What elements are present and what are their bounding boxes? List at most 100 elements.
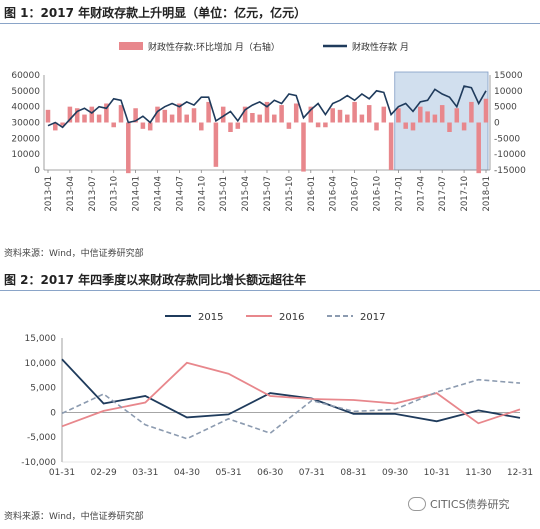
bar-mark bbox=[374, 122, 379, 131]
bar-mark bbox=[301, 122, 306, 172]
watermark-text: CITICS债券研究 bbox=[430, 498, 510, 511]
figure1-chart: 0100002000030000400005000060000-15000-10… bbox=[11, 41, 526, 212]
y-tick-label: -5,000 bbox=[27, 433, 56, 443]
x-tick-label: 2017-01 bbox=[394, 176, 404, 212]
bar-mark bbox=[206, 101, 211, 123]
x-tick-label: 2015-04 bbox=[241, 176, 251, 212]
x-tick-label: 2017-07 bbox=[438, 176, 448, 212]
bar-mark bbox=[388, 122, 394, 170]
series-line-2015 bbox=[61, 358, 521, 423]
bar-mark bbox=[381, 106, 387, 123]
bar-mark bbox=[345, 114, 350, 123]
x-tick-label: 2017-04 bbox=[416, 176, 426, 212]
bar-mark bbox=[147, 122, 153, 131]
right-tick-label: 15000 bbox=[494, 71, 523, 81]
wechat-icon bbox=[408, 497, 426, 511]
bar-mark bbox=[483, 98, 489, 123]
bar-mark bbox=[293, 103, 299, 123]
bar-mark bbox=[279, 105, 284, 123]
bar-mark bbox=[469, 101, 474, 123]
x-tick-label: 2015-07 bbox=[263, 176, 273, 212]
figure1-title: 图 1：2017 年财政存款上升明显（单位：亿元，亿元） bbox=[4, 6, 307, 20]
bar-mark bbox=[418, 106, 423, 123]
x-tick-label: 01-31 bbox=[49, 468, 75, 478]
x-tick-label: 2018-01 bbox=[482, 176, 492, 212]
x-tick-label: 2015-10 bbox=[285, 176, 295, 212]
x-tick-label: 2014-04 bbox=[154, 176, 164, 212]
figure1-title-rule bbox=[0, 23, 540, 24]
right-tick-label: -10000 bbox=[494, 150, 526, 160]
x-tick-label: 07-31 bbox=[299, 468, 325, 478]
bar-mark bbox=[155, 106, 160, 123]
x-tick-label: 2013-10 bbox=[110, 176, 120, 212]
right-tick-label: -15000 bbox=[494, 166, 526, 176]
left-tick-label: 10000 bbox=[11, 150, 40, 160]
bar-mark bbox=[337, 109, 343, 123]
bar-mark bbox=[118, 105, 124, 123]
x-tick-label: 2016-10 bbox=[373, 176, 383, 212]
right-tick-label: 0 bbox=[494, 119, 500, 129]
x-tick-label: 2013-04 bbox=[66, 176, 76, 212]
bar-mark bbox=[213, 122, 219, 167]
y-tick-label: 15,000 bbox=[25, 334, 57, 344]
bar-mark bbox=[476, 122, 481, 174]
x-tick-label: 09-30 bbox=[382, 468, 408, 478]
bar-mark bbox=[257, 114, 262, 123]
bar-mark bbox=[315, 122, 321, 128]
x-tick-label: 02-29 bbox=[91, 468, 117, 478]
left-tick-label: 50000 bbox=[11, 87, 40, 97]
bar-mark bbox=[199, 122, 204, 131]
bar-mark bbox=[352, 101, 357, 123]
x-tick-label: 2017-10 bbox=[460, 176, 470, 212]
figure2-title: 图 2：2017 年四季度以来财政存款同比增长额远超往年 bbox=[4, 273, 307, 287]
bar-mark bbox=[264, 101, 270, 123]
bar-mark bbox=[169, 114, 175, 123]
left-tick-label: 30000 bbox=[11, 119, 40, 129]
x-tick-label: 03-31 bbox=[132, 468, 158, 478]
bar-mark bbox=[177, 103, 182, 123]
right-tick-label: -5000 bbox=[494, 134, 520, 144]
x-tick-label: 12-31 bbox=[507, 468, 533, 478]
x-tick-label: 06-30 bbox=[257, 468, 283, 478]
x-tick-label: 2013-01 bbox=[44, 176, 54, 212]
x-tick-label: 05-31 bbox=[215, 468, 241, 478]
bar-mark bbox=[242, 106, 248, 123]
bar-mark bbox=[286, 122, 292, 129]
bar-mark bbox=[140, 122, 146, 129]
bar-mark bbox=[366, 105, 372, 123]
y-tick-label: 5,000 bbox=[30, 384, 56, 394]
bar-mark bbox=[111, 122, 116, 128]
bar-mark bbox=[126, 122, 131, 174]
left-tick-label: 60000 bbox=[11, 71, 40, 81]
legend-label: 2017 bbox=[360, 312, 385, 323]
bar-mark bbox=[60, 122, 65, 126]
bar-mark bbox=[439, 105, 445, 123]
bar-mark bbox=[323, 122, 328, 128]
series-line bbox=[47, 85, 487, 129]
left-tick-label: 40000 bbox=[11, 103, 40, 113]
bar-mark bbox=[272, 114, 277, 123]
bar-mark bbox=[396, 108, 401, 123]
bar-mark bbox=[45, 109, 51, 123]
x-tick-label: 2016-01 bbox=[307, 176, 317, 212]
bar-mark bbox=[410, 122, 416, 131]
bar-mark bbox=[67, 106, 73, 123]
watermark: CITICS债券研究 bbox=[408, 496, 510, 512]
bar-mark bbox=[184, 114, 189, 123]
bar-mark bbox=[53, 122, 58, 131]
left-tick-label: 0 bbox=[34, 166, 40, 176]
series-line-2016 bbox=[61, 361, 521, 428]
bar-mark bbox=[191, 108, 197, 123]
bar-mark bbox=[250, 113, 255, 123]
bar-mark bbox=[461, 122, 467, 131]
x-tick-label: 2013-07 bbox=[88, 176, 98, 212]
bar-mark bbox=[425, 111, 430, 123]
figure2-chart: -10,000 -5,000 0 5,000 10,000 15,000 01-31 02-2… bbox=[21, 312, 533, 478]
right-tick-label: 5000 bbox=[494, 103, 517, 113]
x-tick-label: 2014-07 bbox=[175, 176, 185, 212]
bar-mark bbox=[74, 108, 80, 123]
bar-mark bbox=[89, 106, 95, 123]
bar-mark bbox=[133, 108, 138, 123]
bar-mark bbox=[403, 122, 408, 129]
bar-mark bbox=[96, 114, 102, 123]
